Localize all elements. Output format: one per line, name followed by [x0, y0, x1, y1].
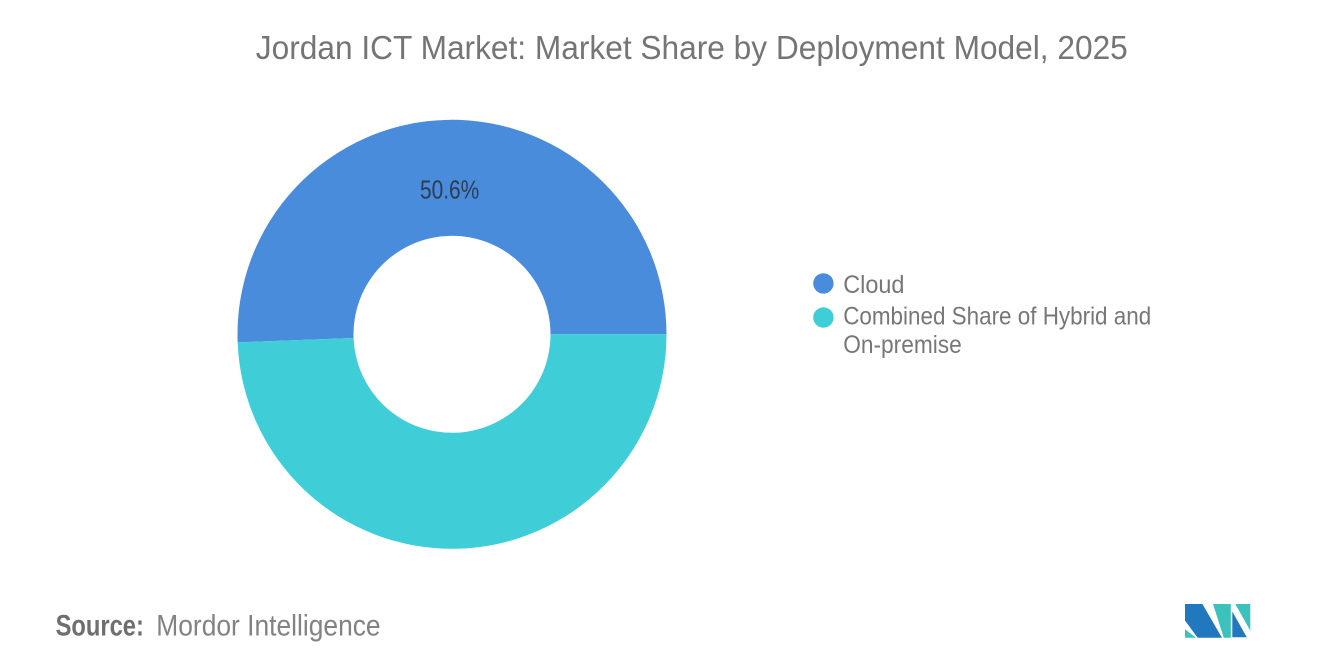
svg-text:Combined Share of Hybrid and: Combined Share of Hybrid and: [843, 303, 1151, 331]
svg-text:On-premise: On-premise: [843, 331, 962, 359]
svg-text:Mordor Intelligence: Mordor Intelligence: [156, 610, 380, 643]
svg-text:Source:: Source:: [56, 610, 144, 643]
svg-text:Jordan ICT Market: Market Shar: Jordan ICT Market: Market Share by Deplo…: [256, 29, 1128, 66]
svg-text:50.6%: 50.6%: [420, 176, 479, 204]
svg-text:Cloud: Cloud: [843, 271, 904, 299]
